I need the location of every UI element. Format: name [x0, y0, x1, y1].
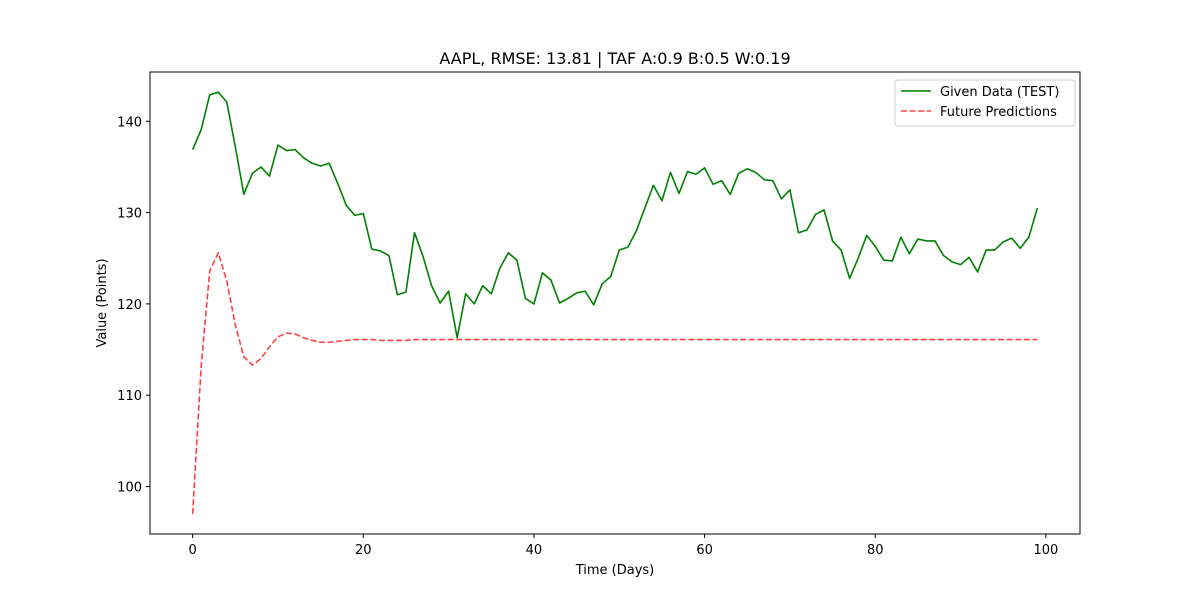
- y-tick-label: 100: [117, 481, 142, 496]
- plot-frame: [149, 71, 1081, 535]
- legend-label: Given Data (TEST): [940, 85, 1059, 100]
- plot-area: [191, 91, 1039, 514]
- y-tick-label: 140: [117, 115, 142, 130]
- x-tick-label: 0: [189, 543, 197, 558]
- predictions-series-line: [191, 251, 1038, 514]
- y-axis: 100 110 120 130 140: [117, 115, 150, 496]
- legend-box: [894, 79, 1076, 127]
- x-tick-label: 100: [1033, 543, 1058, 558]
- x-axis-label: Time (Days): [575, 563, 655, 578]
- x-tick-label: 20: [355, 543, 372, 558]
- x-axis: 0 20 40 60 80 100: [189, 534, 1058, 558]
- legend: Given Data (TEST) Future Predictions: [894, 79, 1076, 127]
- y-tick-label: 120: [117, 298, 142, 313]
- y-tick-label: 130: [117, 207, 142, 222]
- y-axis-label: Value (Points): [95, 258, 110, 347]
- x-tick-label: 60: [696, 543, 713, 558]
- x-tick-label: 40: [526, 543, 543, 558]
- chart-title: AAPL, RMSE: 13.81 | TAF A:0.9 B:0.5 W:0.…: [439, 49, 790, 68]
- legend-label: Future Predictions: [940, 105, 1057, 120]
- given-data-series-line: [191, 91, 1039, 339]
- y-tick-label: 110: [117, 389, 142, 404]
- x-tick-label: 80: [867, 543, 884, 558]
